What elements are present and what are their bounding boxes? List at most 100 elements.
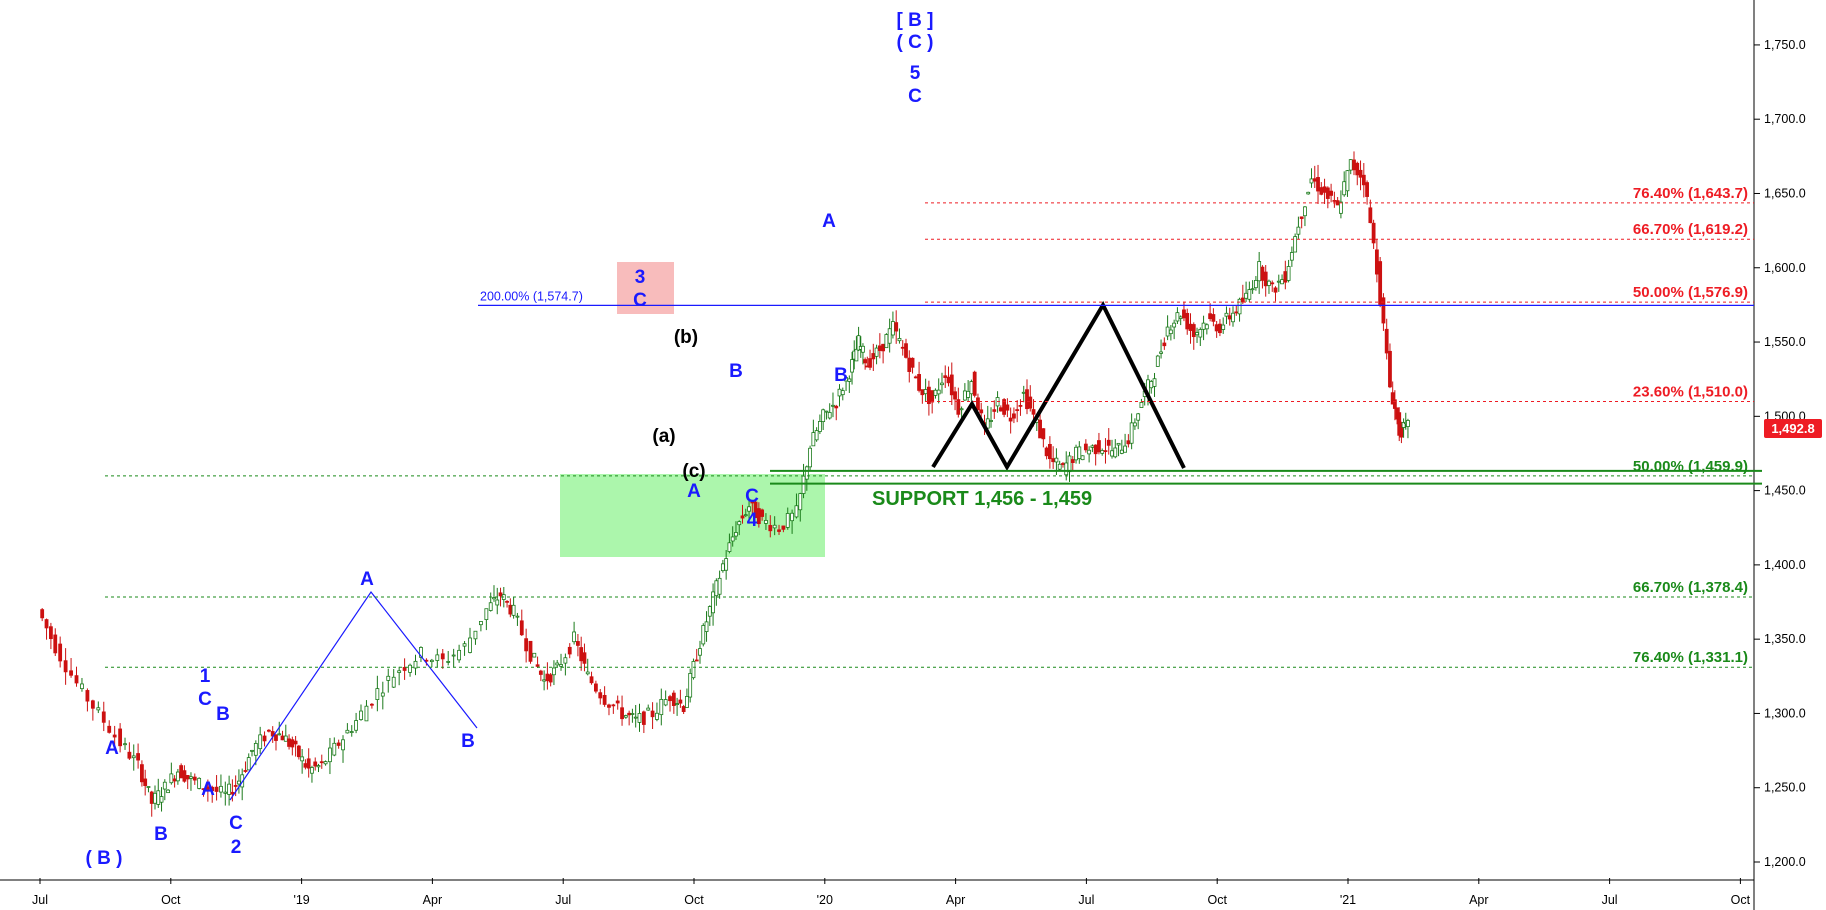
- candle-body: [1208, 313, 1213, 320]
- candle-body: [118, 728, 123, 747]
- candle-body: [1374, 249, 1379, 275]
- candle-body: [1231, 312, 1235, 323]
- candle-body: [44, 619, 49, 629]
- y-tick-label: 1,600.0: [1764, 261, 1806, 275]
- candle-body: [69, 670, 73, 676]
- candle-body: [1106, 439, 1111, 446]
- candle-body: [711, 591, 715, 614]
- candle-body: [678, 699, 683, 704]
- candle-body: [107, 725, 112, 733]
- wave-label: 2: [231, 837, 242, 858]
- candle-body: [484, 608, 489, 620]
- candle-body: [1018, 405, 1023, 407]
- candle-body: [724, 558, 729, 571]
- candle-body: [727, 542, 732, 552]
- x-tick-label: Oct: [1207, 893, 1227, 907]
- candle-body: [1352, 159, 1356, 171]
- candle-body: [956, 399, 961, 415]
- candle-body: [1335, 200, 1340, 206]
- candle-body: [589, 676, 594, 684]
- y-tick-label: 1,450.0: [1764, 484, 1806, 498]
- candle-body: [1054, 457, 1059, 463]
- candle-body: [266, 729, 271, 732]
- wave-label: 4: [747, 510, 758, 531]
- candle-body: [1390, 392, 1395, 405]
- candle-body: [989, 420, 993, 422]
- candle-body: [743, 514, 748, 517]
- candle-body: [1185, 312, 1190, 330]
- candle-body: [419, 647, 423, 658]
- candle-body: [831, 404, 835, 407]
- candle-body: [1021, 391, 1026, 394]
- candle-body: [737, 521, 742, 526]
- candle-body: [992, 409, 997, 412]
- candle-body: [943, 375, 948, 378]
- candle-body: [850, 359, 854, 373]
- candle-body: [1204, 324, 1209, 330]
- candle-body: [153, 792, 157, 804]
- candle-body: [871, 353, 876, 360]
- wave-label: C: [745, 486, 759, 507]
- candle-body: [162, 781, 167, 790]
- candle-body: [655, 712, 659, 720]
- candle-body: [1371, 222, 1376, 244]
- candle-body: [764, 519, 768, 524]
- candle-body: [1165, 326, 1170, 337]
- wave-label: C: [198, 689, 212, 710]
- candle-body: [1322, 186, 1327, 193]
- candle-body: [1361, 174, 1366, 186]
- candle-body: [538, 670, 543, 675]
- candle-body: [641, 711, 646, 725]
- candle-body: [1201, 322, 1206, 330]
- candle-body: [681, 706, 686, 713]
- candle-body: [1237, 298, 1242, 315]
- candle-body: [1097, 440, 1101, 453]
- x-tick-label: Jul: [555, 893, 571, 907]
- candle-body: [123, 743, 127, 746]
- candle-body: [159, 796, 164, 803]
- candle-body: [451, 654, 456, 657]
- candle-body: [698, 648, 702, 656]
- candle-body: [473, 630, 478, 640]
- candle-body: [1329, 190, 1334, 196]
- candle-body: [1162, 342, 1167, 347]
- candle-body: [175, 771, 180, 782]
- candle-body: [585, 671, 590, 675]
- candle-body: [579, 647, 584, 662]
- candle-body: [559, 664, 563, 667]
- candle-body: [598, 692, 603, 699]
- candle-body: [1293, 236, 1298, 253]
- candle-body: [495, 599, 500, 606]
- candle-body: [1339, 201, 1343, 214]
- candle-body: [897, 338, 902, 342]
- candle-body: [1365, 182, 1369, 197]
- candle-body: [519, 620, 524, 636]
- candle-body: [1250, 288, 1255, 291]
- candle-body: [923, 389, 928, 395]
- candle-body: [508, 604, 513, 615]
- candle-body: [1257, 261, 1262, 282]
- candle-body: [1070, 459, 1075, 463]
- candle-body: [1129, 422, 1134, 444]
- candle-body: [205, 786, 210, 790]
- candle-body: [920, 389, 925, 396]
- candle-body: [808, 447, 812, 468]
- candle-body: [336, 742, 341, 746]
- candle-body: [1083, 443, 1088, 451]
- candle-body: [1100, 450, 1105, 454]
- candle-body: [408, 664, 412, 673]
- candle-body: [772, 524, 777, 529]
- candle-body: [219, 785, 223, 793]
- candle-body: [1342, 181, 1347, 196]
- y-tick-label: 1,750.0: [1764, 38, 1806, 52]
- candle-body: [1240, 297, 1245, 303]
- candle-body: [1289, 252, 1294, 261]
- candle-body: [375, 688, 380, 700]
- wave-channel-lines: [229, 590, 478, 801]
- candle-body: [671, 692, 676, 706]
- y-tick-label: 1,200.0: [1764, 855, 1806, 869]
- fib-extension-label: 200.00% (1,574.7): [480, 289, 583, 303]
- candle-body: [1280, 279, 1284, 285]
- candle-body: [96, 707, 101, 711]
